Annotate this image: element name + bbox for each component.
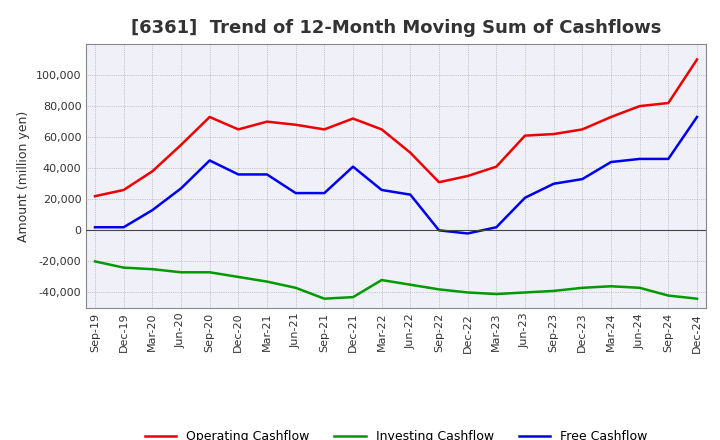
Free Cashflow (234, 172, 243, 177)
Free Cashflow (320, 191, 328, 196)
Investing Cashflow (521, 290, 529, 295)
Operating Cashflow (578, 127, 587, 132)
Investing Cashflow (377, 277, 386, 282)
Free Cashflow (549, 181, 558, 187)
Free Cashflow (521, 195, 529, 200)
Free Cashflow (377, 187, 386, 193)
Investing Cashflow (693, 296, 701, 301)
Operating Cashflow (176, 142, 185, 147)
Investing Cashflow (607, 284, 616, 289)
Free Cashflow (176, 186, 185, 191)
Free Cashflow (263, 172, 271, 177)
Free Cashflow (664, 156, 672, 161)
Operating Cashflow (263, 119, 271, 124)
Free Cashflow (120, 224, 128, 230)
Free Cashflow (406, 192, 415, 197)
Free Cashflow (607, 159, 616, 165)
Free Cashflow (635, 156, 644, 161)
Line: Investing Cashflow: Investing Cashflow (95, 261, 697, 299)
Operating Cashflow (320, 127, 328, 132)
Investing Cashflow (549, 288, 558, 293)
Investing Cashflow (263, 279, 271, 284)
Investing Cashflow (348, 294, 357, 300)
Operating Cashflow (292, 122, 300, 128)
Investing Cashflow (91, 259, 99, 264)
Investing Cashflow (176, 270, 185, 275)
Operating Cashflow (607, 114, 616, 120)
Title: [6361]  Trend of 12-Month Moving Sum of Cashflows: [6361] Trend of 12-Month Moving Sum of C… (131, 19, 661, 37)
Operating Cashflow (521, 133, 529, 138)
Operating Cashflow (664, 100, 672, 106)
Investing Cashflow (464, 290, 472, 295)
Free Cashflow (205, 158, 214, 163)
Investing Cashflow (578, 285, 587, 290)
Free Cashflow (91, 224, 99, 230)
Free Cashflow (148, 208, 157, 213)
Operating Cashflow (91, 194, 99, 199)
Operating Cashflow (234, 127, 243, 132)
Y-axis label: Amount (million yen): Amount (million yen) (17, 110, 30, 242)
Operating Cashflow (120, 187, 128, 193)
Operating Cashflow (492, 164, 500, 169)
Operating Cashflow (406, 150, 415, 155)
Line: Free Cashflow: Free Cashflow (95, 117, 697, 234)
Investing Cashflow (234, 274, 243, 279)
Free Cashflow (464, 231, 472, 236)
Free Cashflow (693, 114, 701, 120)
Operating Cashflow (435, 180, 444, 185)
Legend: Operating Cashflow, Investing Cashflow, Free Cashflow: Operating Cashflow, Investing Cashflow, … (140, 425, 652, 440)
Free Cashflow (348, 164, 357, 169)
Investing Cashflow (492, 291, 500, 297)
Investing Cashflow (120, 265, 128, 270)
Investing Cashflow (320, 296, 328, 301)
Investing Cashflow (435, 287, 444, 292)
Investing Cashflow (205, 270, 214, 275)
Operating Cashflow (205, 114, 214, 120)
Investing Cashflow (406, 282, 415, 287)
Operating Cashflow (693, 57, 701, 62)
Free Cashflow (292, 191, 300, 196)
Line: Operating Cashflow: Operating Cashflow (95, 59, 697, 196)
Operating Cashflow (148, 169, 157, 174)
Investing Cashflow (148, 267, 157, 272)
Free Cashflow (492, 224, 500, 230)
Investing Cashflow (635, 285, 644, 290)
Operating Cashflow (549, 132, 558, 137)
Free Cashflow (435, 228, 444, 233)
Operating Cashflow (377, 127, 386, 132)
Operating Cashflow (464, 173, 472, 179)
Investing Cashflow (292, 285, 300, 290)
Operating Cashflow (635, 103, 644, 109)
Free Cashflow (578, 176, 587, 182)
Investing Cashflow (664, 293, 672, 298)
Operating Cashflow (348, 116, 357, 121)
